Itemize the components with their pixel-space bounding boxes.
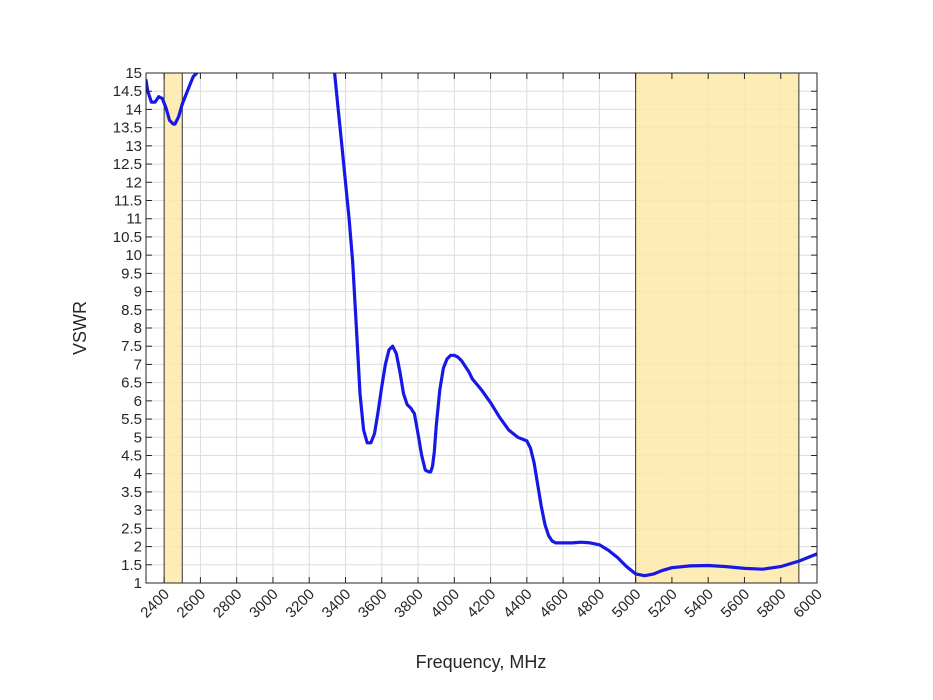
x-tick-label-8: 4000 <box>428 586 464 622</box>
x-tick-label-14: 5200 <box>645 586 681 622</box>
y-tick-label-12: 7 <box>134 356 142 373</box>
y-tick-label-3: 2.5 <box>121 520 142 537</box>
y-tick-label-28: 15 <box>125 65 142 82</box>
y-tick-label-27: 14.5 <box>113 83 142 100</box>
x-tick-label-1: 2600 <box>174 586 210 622</box>
y-tick-label-24: 13 <box>125 138 142 155</box>
highlight-band-0 <box>163 72 183 584</box>
x-tick-label-16: 5600 <box>718 586 754 622</box>
x-tick-label-9: 4200 <box>464 586 500 622</box>
y-tick-label-11: 6.5 <box>121 375 142 392</box>
y-tick-label-2: 2 <box>134 539 142 556</box>
y-tick-label-26: 14 <box>125 101 142 118</box>
x-tick-label-13: 5000 <box>609 586 645 622</box>
y-tick-label-20: 11 <box>126 211 142 228</box>
x-tick-label-11: 4600 <box>536 586 572 622</box>
y-tick-label-1: 1.5 <box>121 557 142 574</box>
y-tick-label-10: 6 <box>134 393 142 410</box>
vswr-series-line-0 <box>146 73 817 578</box>
y-axis-ticks: 11.522.533.544.555.566.577.588.599.51010… <box>113 65 817 592</box>
x-tick-label-2: 2800 <box>210 586 246 622</box>
x-tick-label-0: 2400 <box>137 586 173 622</box>
highlight-bands <box>163 72 800 584</box>
y-tick-label-15: 8.5 <box>121 302 142 319</box>
x-tick-label-18: 6000 <box>790 586 826 622</box>
y-tick-label-6: 4 <box>134 466 142 483</box>
y-tick-label-17: 9.5 <box>121 265 142 282</box>
y-tick-label-25: 13.5 <box>113 120 142 137</box>
y-tick-label-18: 10 <box>125 247 142 264</box>
y-tick-label-5: 3.5 <box>121 484 142 501</box>
y-tick-label-9: 5.5 <box>121 411 142 428</box>
y-tick-label-14: 8 <box>134 320 142 337</box>
x-axis-label: Frequency, MHz <box>416 652 547 672</box>
y-tick-label-23: 12.5 <box>113 156 142 173</box>
x-tick-label-15: 5400 <box>681 586 717 622</box>
y-tick-label-13: 7.5 <box>121 338 142 355</box>
y-tick-label-0: 1 <box>134 575 142 592</box>
x-tick-label-17: 5800 <box>754 586 790 622</box>
y-tick-label-4: 3 <box>134 502 142 519</box>
y-tick-label-19: 10.5 <box>113 229 142 246</box>
x-tick-label-3: 3000 <box>246 586 282 622</box>
y-tick-label-21: 11.5 <box>114 193 142 210</box>
x-tick-label-6: 3600 <box>355 586 391 622</box>
x-tick-label-12: 4800 <box>573 586 609 622</box>
x-tick-label-4: 3200 <box>282 586 318 622</box>
y-tick-label-22: 12 <box>125 174 142 191</box>
series-layer <box>146 73 817 578</box>
y-tick-label-16: 9 <box>134 284 142 301</box>
y-axis-label: VSWR <box>70 301 90 355</box>
y-tick-label-8: 5 <box>134 429 142 446</box>
x-tick-label-5: 3400 <box>319 586 355 622</box>
y-tick-label-7: 4.5 <box>121 448 142 465</box>
highlight-band-1 <box>635 72 800 584</box>
x-tick-label-10: 4400 <box>500 586 536 622</box>
x-tick-label-7: 3800 <box>391 586 427 622</box>
